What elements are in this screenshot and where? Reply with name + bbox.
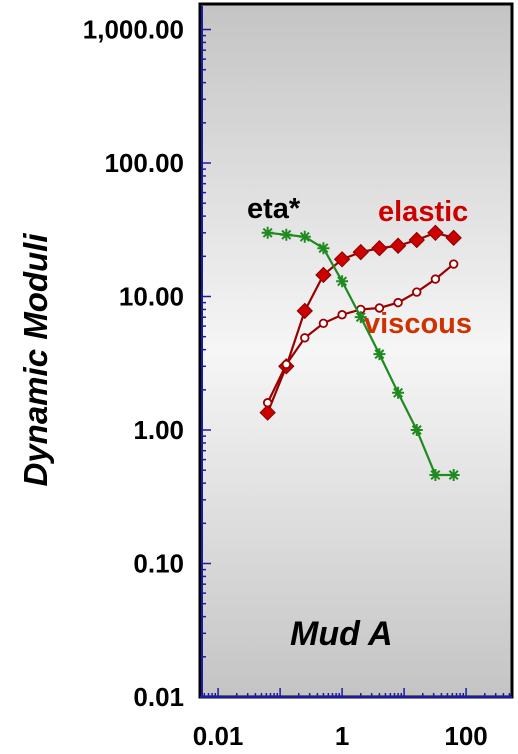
data-point-viscous (300, 333, 310, 343)
series-label-viscous: viscous (364, 308, 472, 340)
y-tick-label: 10.00 (119, 282, 184, 312)
y-tick-label: 0.10 (133, 549, 184, 579)
x-tick-label: 1 (335, 721, 349, 751)
data-point-viscous (262, 398, 273, 408)
data-point-eta (336, 275, 349, 288)
y-axis-ticks (202, 28, 211, 698)
data-point-viscous (393, 297, 403, 308)
data-point-elastic (296, 302, 313, 320)
data-point-eta (261, 226, 274, 239)
data-point-viscous (430, 274, 441, 284)
x-tick-labels: 0.01 1 100 (193, 721, 488, 751)
y-tick-label: 0.01 (133, 682, 184, 712)
data-point-viscous (281, 359, 292, 370)
series-elastic (259, 224, 462, 421)
series-eta (261, 226, 460, 482)
data-point-elastic (333, 251, 351, 268)
data-point-elastic (352, 243, 369, 261)
x-tick-label: 100 (444, 721, 487, 751)
annotation-mud-a: Mud A (290, 615, 393, 653)
data-point-eta (298, 230, 311, 243)
data-point-elastic (445, 229, 462, 247)
data-point-elastic (389, 237, 407, 254)
data-point-eta (429, 469, 442, 482)
series-layer (259, 224, 462, 482)
data-point-viscous (374, 303, 385, 313)
data-point-eta (410, 424, 423, 437)
data-point-eta (392, 386, 405, 399)
series-label-eta: eta* (247, 193, 301, 225)
plot-area (198, 2, 514, 699)
data-point-viscous (412, 287, 422, 297)
data-point-eta (317, 242, 330, 255)
y-tick-label: 1,000.00 (83, 15, 184, 45)
x-axis-ticks (203, 688, 511, 697)
y-tick-labels: 0.01 0.10 1.00 10.00 100.00 1,000.00 (83, 15, 184, 712)
data-point-viscous (318, 318, 329, 328)
data-point-elastic (427, 224, 444, 242)
data-point-viscous (448, 259, 459, 269)
data-point-viscous (337, 310, 347, 320)
data-point-eta (280, 228, 293, 241)
data-point-elastic (371, 240, 388, 257)
x-tick-label: 0.01 (193, 721, 244, 751)
data-point-eta (354, 311, 367, 324)
y-tick-label: 100.00 (104, 148, 184, 178)
data-point-elastic (315, 266, 332, 284)
data-point-eta (447, 469, 460, 482)
data-point-eta (373, 348, 386, 361)
series-label-elastic: elastic (378, 196, 468, 228)
data-point-elastic (408, 231, 425, 249)
y-tick-label: 1.00 (133, 415, 184, 445)
y-axis-title: Dynamic Moduli (17, 233, 54, 487)
data-point-elastic (259, 404, 276, 421)
